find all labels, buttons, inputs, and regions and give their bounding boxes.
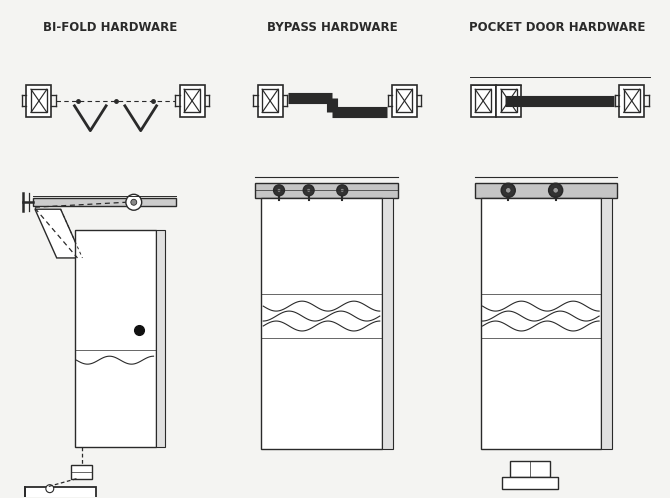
- Circle shape: [340, 188, 344, 192]
- Bar: [155, 230, 165, 447]
- Bar: [501, 89, 517, 113]
- Circle shape: [501, 183, 515, 197]
- Circle shape: [549, 183, 563, 197]
- Polygon shape: [35, 209, 82, 258]
- Bar: [502, 477, 557, 489]
- Bar: [262, 89, 278, 113]
- Circle shape: [46, 485, 54, 493]
- Bar: [31, 89, 47, 113]
- Bar: [70, 465, 92, 479]
- Circle shape: [337, 185, 348, 196]
- Circle shape: [505, 188, 511, 193]
- Bar: [255, 183, 397, 198]
- Bar: [619, 85, 644, 117]
- Circle shape: [307, 188, 311, 192]
- Bar: [601, 198, 612, 449]
- Bar: [33, 198, 176, 206]
- Bar: [258, 85, 283, 117]
- Circle shape: [304, 185, 314, 196]
- Bar: [475, 89, 491, 113]
- Text: BYPASS HARDWARE: BYPASS HARDWARE: [267, 21, 398, 34]
- Bar: [180, 85, 204, 117]
- Bar: [25, 487, 96, 498]
- Bar: [471, 85, 496, 117]
- Bar: [261, 198, 382, 449]
- Bar: [496, 85, 521, 117]
- Bar: [382, 198, 393, 449]
- Bar: [184, 89, 200, 113]
- Circle shape: [131, 199, 137, 205]
- Bar: [392, 85, 417, 117]
- Bar: [74, 230, 155, 447]
- Bar: [397, 89, 413, 113]
- Circle shape: [273, 185, 285, 196]
- Bar: [624, 89, 640, 113]
- Circle shape: [126, 194, 141, 210]
- Bar: [511, 461, 549, 477]
- Bar: [480, 198, 601, 449]
- Circle shape: [277, 188, 281, 192]
- Text: POCKET DOOR HARDWARE: POCKET DOOR HARDWARE: [470, 21, 646, 34]
- Text: BI-FOLD HARDWARE: BI-FOLD HARDWARE: [43, 21, 177, 34]
- Bar: [27, 85, 52, 117]
- Circle shape: [553, 188, 558, 193]
- Bar: [474, 183, 617, 198]
